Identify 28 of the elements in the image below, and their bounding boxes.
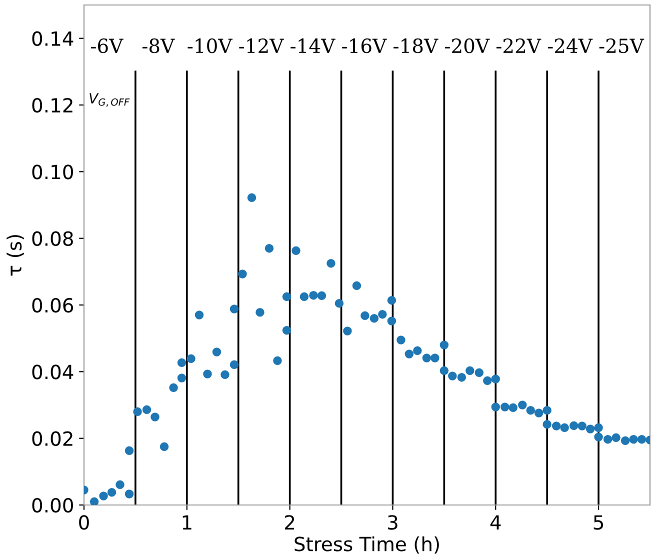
x-tick-label: 3 bbox=[388, 515, 398, 530]
annotation: -24V bbox=[548, 38, 593, 53]
y-tick-label: 0.00 bbox=[32, 498, 73, 513]
y-tick-label: 0.02 bbox=[32, 431, 72, 446]
x-axis-title: Stress Time (h) bbox=[294, 536, 439, 554]
annotation: -18V bbox=[394, 38, 438, 54]
x-tick-label: 0 bbox=[79, 515, 89, 530]
x-tick-label: 2 bbox=[285, 515, 294, 530]
annotation: -6V bbox=[91, 38, 124, 54]
y-axis-title: τ (s) bbox=[6, 235, 24, 276]
y-tick-label: 0.04 bbox=[32, 364, 74, 380]
annotation: -16V bbox=[342, 38, 387, 54]
annotation: -14V bbox=[290, 38, 336, 53]
annotation: -10V bbox=[188, 38, 233, 54]
y-tick-label: 0.14 bbox=[32, 31, 74, 46]
x-tick-label: 4 bbox=[490, 515, 501, 530]
y-tick-label: 0.12 bbox=[32, 98, 72, 113]
annotation: -22V bbox=[496, 38, 542, 53]
y-tick-label: 0.08 bbox=[32, 231, 73, 246]
annotation: -25V bbox=[599, 38, 644, 54]
x-tick-label: 1 bbox=[182, 515, 192, 530]
annotation: V$_{G,OFF}$ bbox=[90, 93, 130, 107]
y-tick-label: 0.10 bbox=[32, 164, 73, 180]
annotation: -8V bbox=[142, 38, 175, 54]
x-tick-label: 5 bbox=[594, 515, 604, 530]
y-tick-label: 0.06 bbox=[32, 298, 74, 313]
annotation: -12V bbox=[239, 38, 284, 53]
annotation: -20V bbox=[444, 38, 490, 54]
